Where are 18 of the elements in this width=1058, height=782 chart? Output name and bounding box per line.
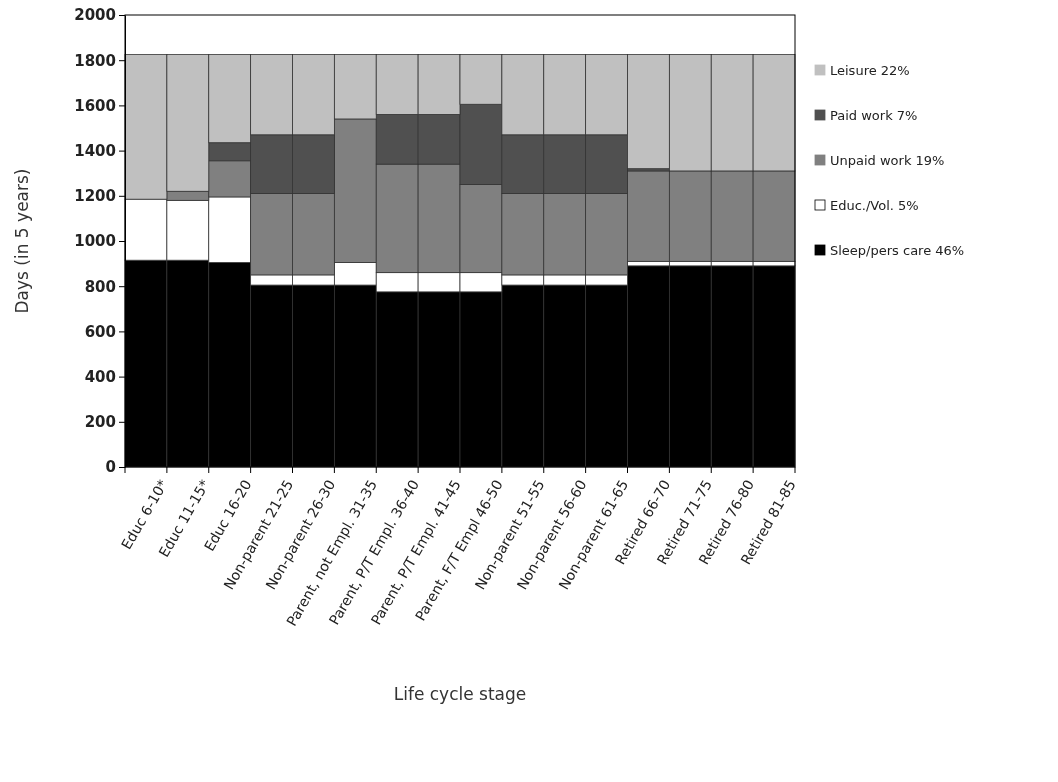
y-tick-label: 1800 xyxy=(74,51,116,70)
y-tick-label: 1000 xyxy=(74,232,116,251)
legend-label: Unpaid work 19% xyxy=(830,152,945,168)
y-tick-label: 1200 xyxy=(74,187,116,206)
y-axis-title: Days (in 5 years) xyxy=(12,168,32,314)
x-axis-title: Life cycle stage xyxy=(393,684,527,704)
text: Sleep/pers care 46% xyxy=(830,242,965,258)
y-tick-label: 0 xyxy=(105,458,116,477)
y-tick-label: 800 xyxy=(84,277,116,296)
y-tick-label: 1600 xyxy=(74,96,116,115)
y-tick-label: 2000 xyxy=(74,6,116,25)
legend-label: Educ./Vol. 5% xyxy=(830,197,919,213)
y-tick-label: 1400 xyxy=(74,141,116,160)
y-tick-label: 200 xyxy=(84,413,116,432)
y-tick-label: 400 xyxy=(84,367,116,386)
legend-label: Leisure 22% xyxy=(830,62,910,78)
legend-label: Paid work 7% xyxy=(830,107,918,123)
y-tick-label: 600 xyxy=(84,322,116,341)
